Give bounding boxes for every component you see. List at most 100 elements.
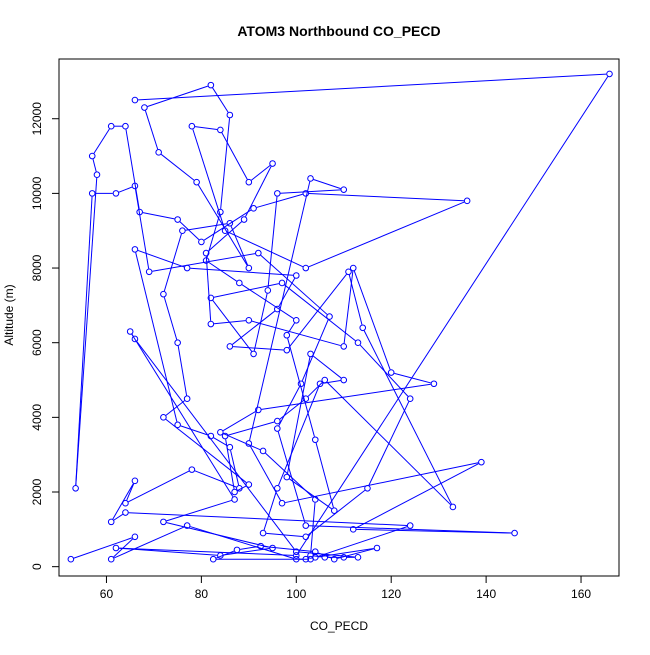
series-segment bbox=[163, 297, 178, 340]
series-segment bbox=[251, 320, 341, 347]
series-segment bbox=[289, 478, 332, 510]
data-point bbox=[107, 122, 115, 130]
data-point bbox=[112, 190, 120, 197]
data-point bbox=[302, 190, 310, 197]
series-segment bbox=[194, 126, 218, 131]
series-segment bbox=[230, 225, 249, 266]
data-point bbox=[226, 219, 234, 227]
data-point bbox=[72, 484, 79, 492]
data-point bbox=[250, 205, 257, 212]
series-segment bbox=[267, 196, 278, 288]
data-point bbox=[221, 227, 229, 235]
series-segment bbox=[166, 522, 270, 548]
data-point bbox=[283, 346, 291, 354]
series-segment bbox=[307, 381, 323, 397]
data-point bbox=[340, 343, 348, 350]
series-segment bbox=[230, 450, 240, 486]
series-segment bbox=[261, 383, 431, 410]
data-point bbox=[359, 324, 367, 332]
series-segment bbox=[249, 446, 281, 501]
series-segment bbox=[232, 310, 276, 345]
data-point bbox=[326, 313, 333, 320]
series-segment bbox=[135, 252, 178, 422]
data-point bbox=[259, 529, 267, 537]
data-point bbox=[217, 208, 224, 216]
data-point bbox=[264, 287, 272, 294]
data-point bbox=[231, 496, 238, 503]
data-point bbox=[217, 126, 224, 134]
x-tick-label: 100 bbox=[286, 587, 306, 601]
data-point bbox=[307, 552, 314, 559]
data-point bbox=[122, 499, 129, 507]
series-segment bbox=[113, 513, 124, 521]
series-segment bbox=[208, 221, 243, 252]
series-segment bbox=[147, 85, 208, 107]
series-segment bbox=[180, 425, 208, 436]
data-point bbox=[226, 343, 234, 350]
data-point bbox=[274, 190, 281, 197]
x-tick-label: 80 bbox=[195, 587, 209, 601]
series-segment bbox=[223, 547, 270, 556]
data-point bbox=[354, 339, 362, 346]
data-point bbox=[255, 406, 262, 414]
data-point bbox=[236, 279, 243, 287]
data-point bbox=[126, 328, 134, 335]
y-axis-label: Altitude (m) bbox=[2, 284, 16, 345]
data-point bbox=[141, 104, 148, 111]
data-point bbox=[122, 509, 129, 516]
data-point bbox=[174, 421, 181, 429]
series-segment bbox=[179, 221, 200, 241]
data-point bbox=[131, 96, 139, 104]
data-point bbox=[193, 178, 200, 186]
series-segment bbox=[355, 463, 479, 529]
series-segment bbox=[266, 532, 303, 538]
data-point bbox=[233, 546, 241, 554]
data-point bbox=[278, 499, 286, 507]
series-segment bbox=[138, 73, 607, 101]
data-point bbox=[107, 518, 115, 526]
data-point bbox=[107, 555, 115, 563]
series-segment bbox=[241, 284, 294, 319]
series-segment bbox=[126, 483, 135, 501]
series-segment bbox=[263, 545, 313, 552]
data-point bbox=[283, 473, 291, 481]
series-segment bbox=[256, 193, 303, 208]
series-segment bbox=[220, 118, 231, 209]
series-segment bbox=[315, 442, 334, 508]
series-segment bbox=[222, 411, 256, 432]
data-point bbox=[463, 197, 471, 205]
data-point bbox=[155, 149, 162, 156]
data-point bbox=[250, 350, 257, 358]
data-point bbox=[292, 316, 300, 324]
series-segment bbox=[359, 344, 409, 397]
series-segment bbox=[144, 110, 159, 150]
data-point bbox=[131, 533, 139, 541]
series-segment bbox=[308, 525, 512, 534]
series-segment bbox=[308, 193, 464, 202]
y-tick-label: 12000 bbox=[30, 102, 44, 136]
series-segment bbox=[368, 401, 410, 486]
data-point bbox=[321, 554, 329, 561]
data-point bbox=[131, 182, 139, 190]
series-segment bbox=[125, 129, 140, 209]
series-segment bbox=[194, 470, 237, 488]
data-point bbox=[198, 238, 205, 246]
data-point bbox=[311, 436, 319, 444]
data-point bbox=[245, 440, 253, 447]
series-segment bbox=[93, 128, 110, 154]
data-point bbox=[340, 376, 348, 384]
series-segment bbox=[213, 437, 228, 447]
data-point bbox=[207, 320, 215, 328]
series-segment bbox=[131, 333, 234, 498]
data-point bbox=[302, 264, 310, 272]
data-point bbox=[269, 160, 276, 167]
series-segment bbox=[394, 372, 431, 384]
data-point bbox=[67, 555, 75, 563]
series-segment bbox=[227, 231, 304, 268]
series-layer bbox=[67, 70, 613, 563]
data-point bbox=[278, 279, 286, 287]
series-segment bbox=[212, 300, 253, 352]
data-point bbox=[136, 208, 143, 216]
series-segment bbox=[253, 293, 268, 351]
